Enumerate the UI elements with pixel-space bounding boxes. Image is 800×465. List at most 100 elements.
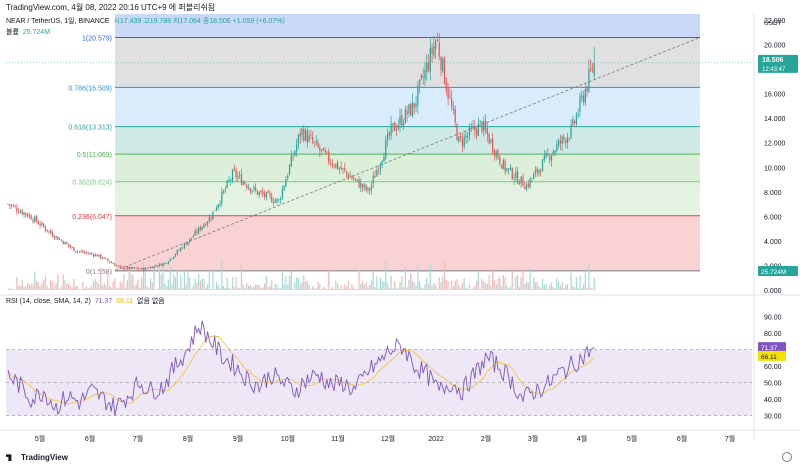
volume-bar	[217, 284, 219, 290]
candle-body	[9, 204, 11, 206]
candle-body	[486, 128, 488, 135]
candle-body	[386, 133, 389, 141]
candle-body	[196, 231, 198, 233]
candle-body	[165, 263, 168, 264]
candle-body	[141, 267, 143, 270]
volume-legend[interactable]: 볼륨 25.724M	[6, 27, 50, 37]
candle-body	[98, 254, 100, 257]
candle-body	[397, 125, 399, 129]
volume-tag	[758, 266, 798, 276]
volume-bar	[451, 280, 453, 290]
candle-body	[117, 265, 120, 267]
volume-bar	[180, 275, 182, 290]
tradingview-logo[interactable]: TradingView	[6, 453, 68, 462]
volume-bar	[361, 281, 364, 290]
volume-bar	[342, 288, 344, 290]
candle-body	[94, 254, 96, 257]
candle-body	[429, 47, 431, 72]
volume-bar	[335, 280, 337, 290]
candle-body	[59, 239, 61, 240]
rsi-label: RSI (14, close, SMA, 14, 2)	[6, 298, 91, 305]
time-tick-label: 7월	[725, 434, 735, 443]
candle-body	[142, 268, 145, 271]
candle-body	[381, 160, 383, 165]
volume-bar	[322, 286, 325, 290]
volume-bar	[465, 287, 467, 290]
volume-bar	[73, 279, 75, 290]
candle-body	[205, 223, 207, 226]
candle-body	[468, 127, 471, 136]
candle-body	[269, 193, 271, 196]
volume-bar	[385, 260, 387, 290]
candle-body	[417, 85, 419, 106]
volume-bar	[495, 284, 497, 290]
settings-icon[interactable]	[782, 452, 792, 462]
candle-body	[71, 247, 73, 248]
volume-bar	[94, 278, 96, 290]
candle-body	[451, 98, 453, 107]
candle-body	[201, 226, 203, 230]
candle-body	[442, 57, 444, 72]
volume-bar	[100, 267, 102, 290]
time-tick-label: 4월	[577, 434, 587, 443]
candle-body	[299, 132, 301, 137]
candle-body	[75, 251, 77, 252]
symbol-legend[interactable]: NEAR / TetherUS, 1일, BINANCE 시17.439 고19…	[6, 16, 285, 26]
volume-bar	[279, 288, 282, 290]
volume-bar	[249, 285, 251, 290]
candle-body	[64, 241, 66, 245]
volume-bar	[165, 286, 168, 290]
volume-bar	[206, 284, 209, 290]
volume-bar	[304, 281, 307, 290]
volume-bar	[141, 277, 143, 290]
volume-bar	[119, 281, 121, 290]
candle-body	[399, 115, 401, 125]
candle-body	[148, 268, 150, 269]
candle-body	[23, 212, 25, 215]
volume-bar	[98, 283, 100, 290]
candle-body	[239, 174, 241, 176]
rsi-legend[interactable]: RSI (14, close, SMA, 14, 2) 71.37 66.11 …	[6, 296, 165, 306]
candle-body	[185, 243, 187, 245]
candle-body	[176, 250, 178, 255]
candle-body	[226, 180, 228, 188]
volume-bar	[376, 276, 378, 290]
volume-bar	[44, 275, 47, 290]
volume-bar	[431, 285, 433, 290]
candle-body	[296, 144, 298, 152]
candle-body	[130, 267, 132, 269]
volume-bar	[80, 289, 82, 290]
candle-body	[563, 136, 565, 140]
candle-body	[246, 185, 248, 188]
volume-bar	[547, 289, 549, 290]
fib-label-6: 0(1.558)	[86, 269, 112, 276]
candle-body	[492, 139, 494, 152]
time-tick-label: 2월	[481, 434, 491, 443]
candle-body	[372, 175, 374, 184]
rsi-sma-value: 66.11	[116, 298, 134, 305]
volume-bar	[538, 285, 540, 290]
candle-body	[50, 230, 52, 234]
volume-bar	[337, 283, 339, 290]
candle-body	[285, 179, 287, 187]
volume-bar	[436, 289, 439, 290]
candle-body	[509, 167, 512, 170]
candle-body	[320, 149, 323, 151]
volume-bar	[148, 287, 150, 290]
volume-bar	[187, 272, 189, 290]
candle-body	[237, 176, 239, 178]
volume-bar	[573, 287, 576, 290]
volume-bar	[472, 287, 474, 290]
candle-body	[313, 141, 316, 143]
volume-bar	[69, 285, 71, 290]
price-tick-label: 6.000	[764, 214, 782, 221]
candle-body	[233, 168, 235, 171]
volume-bar	[463, 278, 465, 290]
volume-bar	[219, 287, 221, 290]
volume-bar	[85, 286, 88, 290]
candle-body	[43, 223, 45, 227]
volume-bar	[189, 277, 191, 290]
volume-bar	[370, 280, 373, 290]
currency-label: USDT	[764, 20, 782, 27]
